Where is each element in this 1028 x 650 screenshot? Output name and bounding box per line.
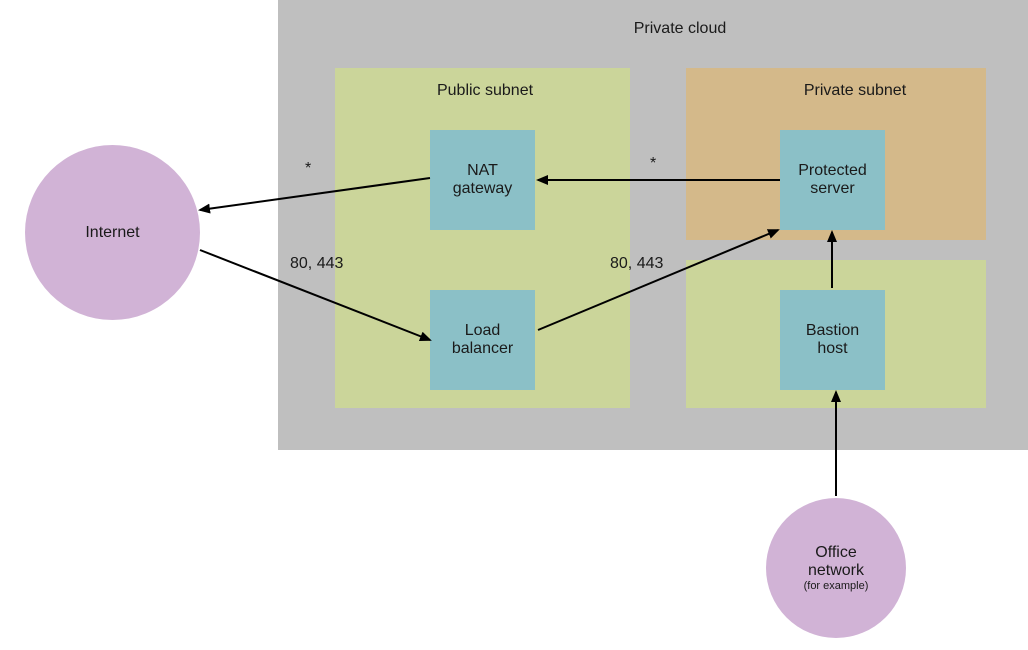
public-subnet-label: Public subnet — [410, 82, 560, 100]
internet-label: Internet — [85, 224, 139, 242]
load-balancer-node: Loadbalancer — [430, 290, 535, 390]
protected-server-node: Protectedserver — [780, 130, 885, 230]
edge-label-protected-to-nat: * — [650, 155, 656, 173]
edge-label-lb-to-protected: 80, 443 — [610, 255, 663, 273]
office-network-label: Officenetwork — [808, 544, 864, 580]
nat-gateway-node: NATgateway — [430, 130, 535, 230]
nat-gateway-label: NATgateway — [453, 162, 513, 198]
edge-label-internet-to-lb: 80, 443 — [290, 255, 343, 273]
internet-node: Internet — [25, 145, 200, 320]
protected-server-label: Protectedserver — [798, 162, 866, 198]
load-balancer-label: Loadbalancer — [452, 322, 513, 358]
private-subnet-label: Private subnet — [775, 82, 935, 100]
office-network-node: Officenetwork (for example) — [766, 498, 906, 638]
bastion-host-label: Bastionhost — [806, 322, 859, 358]
office-network-sublabel: (for example) — [804, 580, 869, 592]
private-cloud-label: Private cloud — [580, 20, 780, 38]
bastion-host-node: Bastionhost — [780, 290, 885, 390]
edge-label-nat-to-internet: * — [305, 160, 311, 178]
